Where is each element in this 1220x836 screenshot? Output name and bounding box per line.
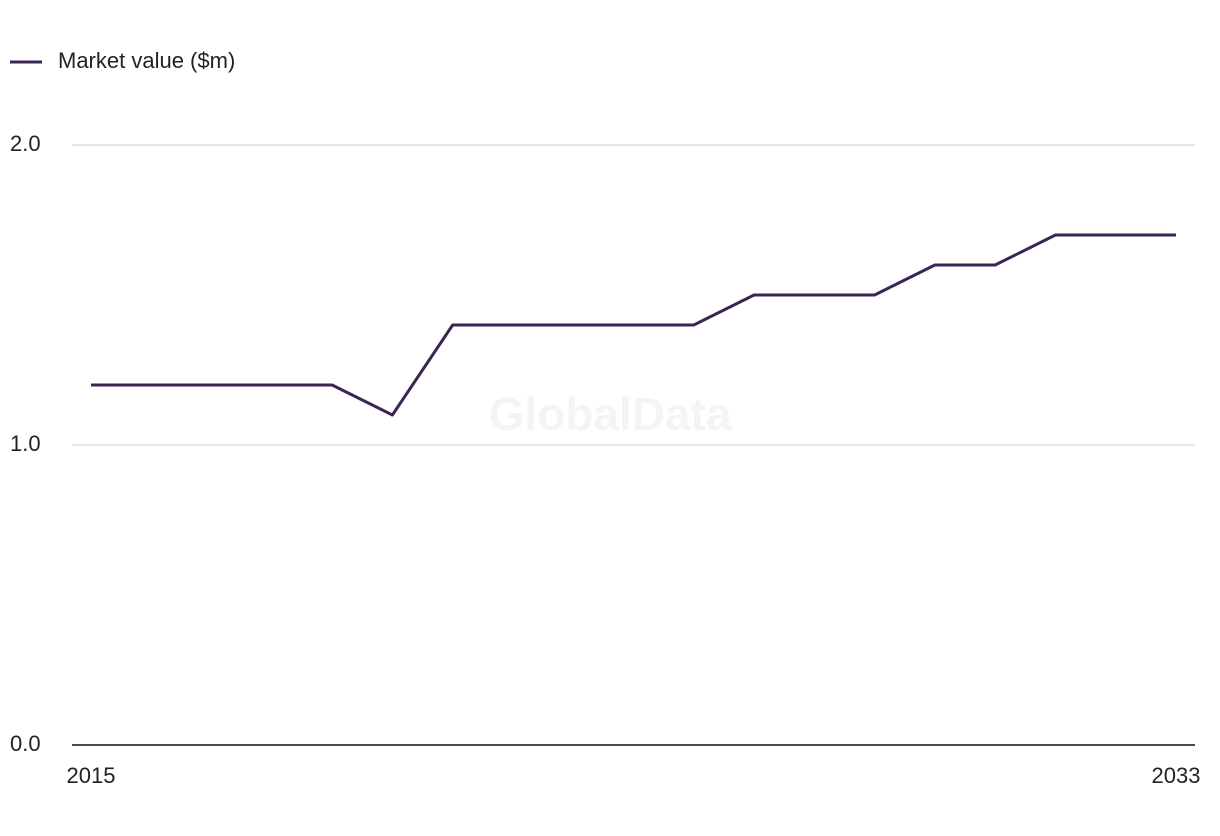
y-tick-label: 2.0 — [10, 131, 41, 156]
y-tick-label: 0.0 — [10, 731, 41, 756]
legend-label: Market value ($m) — [58, 48, 235, 73]
x-tick-label: 2033 — [1152, 763, 1201, 788]
x-tick-label: 2015 — [67, 763, 116, 788]
line-series — [91, 233, 1176, 417]
y-tick-label: 1.0 — [10, 431, 41, 456]
watermark: GlobalData — [489, 388, 732, 440]
